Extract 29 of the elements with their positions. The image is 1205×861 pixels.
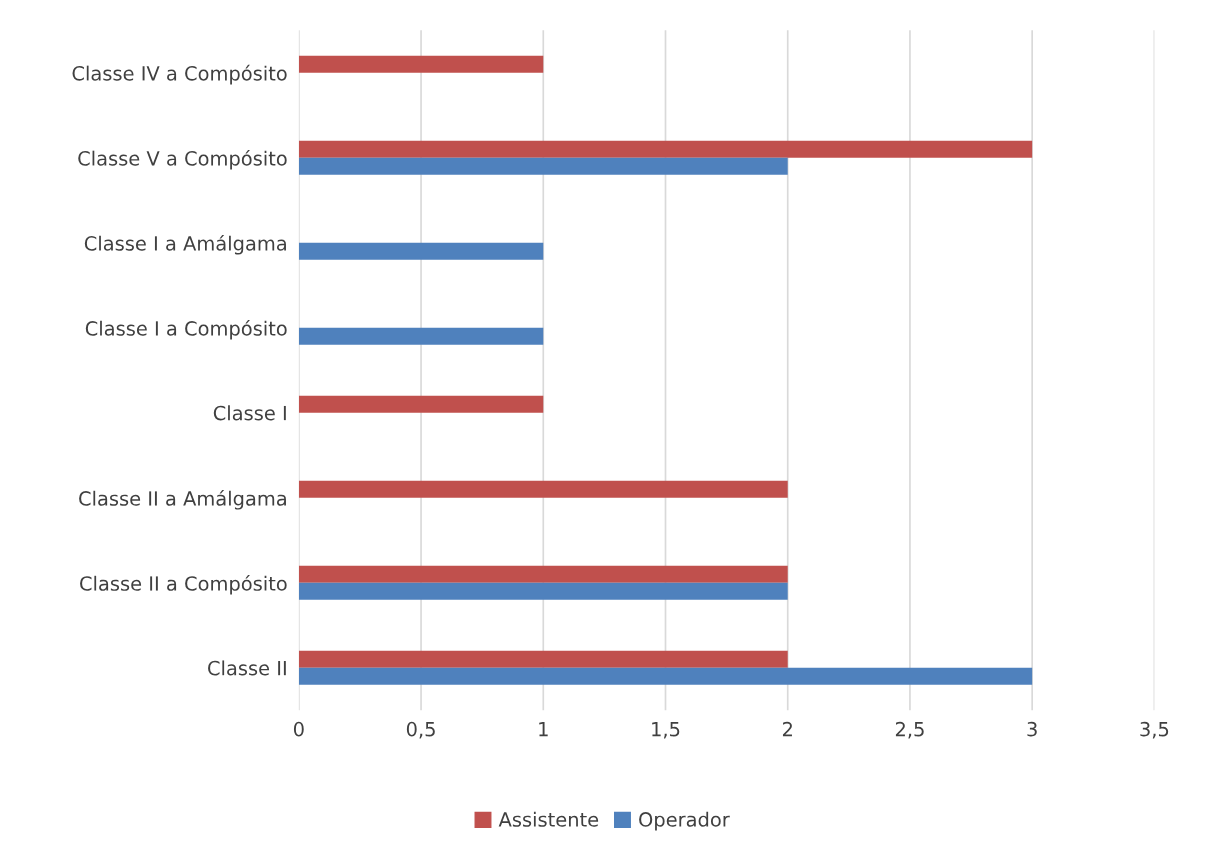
x-tick-label: 2 bbox=[782, 721, 792, 737]
y-tick-label: Classe I a Amálgama bbox=[84, 234, 286, 255]
y-tick-label: Classe II bbox=[208, 660, 286, 676]
x-tick-label: 0 bbox=[293, 721, 304, 737]
bar bbox=[298, 327, 544, 345]
y-tick-label: Classe I a Compósito bbox=[85, 319, 287, 340]
x-tick-label: 3 bbox=[1027, 721, 1037, 737]
x-tick-label: 3,5 bbox=[1140, 721, 1169, 739]
bar bbox=[298, 650, 788, 668]
y-tick-label: Classe V a Compósito bbox=[78, 149, 287, 170]
bar bbox=[298, 140, 1033, 158]
x-tick-label: 0,5 bbox=[406, 721, 435, 739]
legend-label: Assistente bbox=[498, 811, 599, 827]
x-tick-label: 2,5 bbox=[895, 721, 924, 739]
bar bbox=[298, 582, 788, 600]
y-tick-label: Classe II a Compósito bbox=[80, 575, 287, 595]
x-tick-label: 1,5 bbox=[652, 722, 680, 739]
bar bbox=[298, 565, 788, 583]
y-tick-label: Classe IV a Compósito bbox=[72, 64, 287, 85]
x-tick-label: 1 bbox=[539, 722, 548, 737]
bar bbox=[298, 242, 544, 260]
bar bbox=[298, 55, 544, 73]
bar bbox=[298, 480, 788, 498]
bar bbox=[298, 395, 544, 413]
bar bbox=[298, 157, 788, 175]
bar bbox=[298, 667, 1033, 685]
y-tick-label: Classe I bbox=[213, 405, 286, 421]
y-tick-label: Classe II a Amálgama bbox=[79, 489, 286, 510]
legend-label: Operador bbox=[639, 811, 730, 831]
